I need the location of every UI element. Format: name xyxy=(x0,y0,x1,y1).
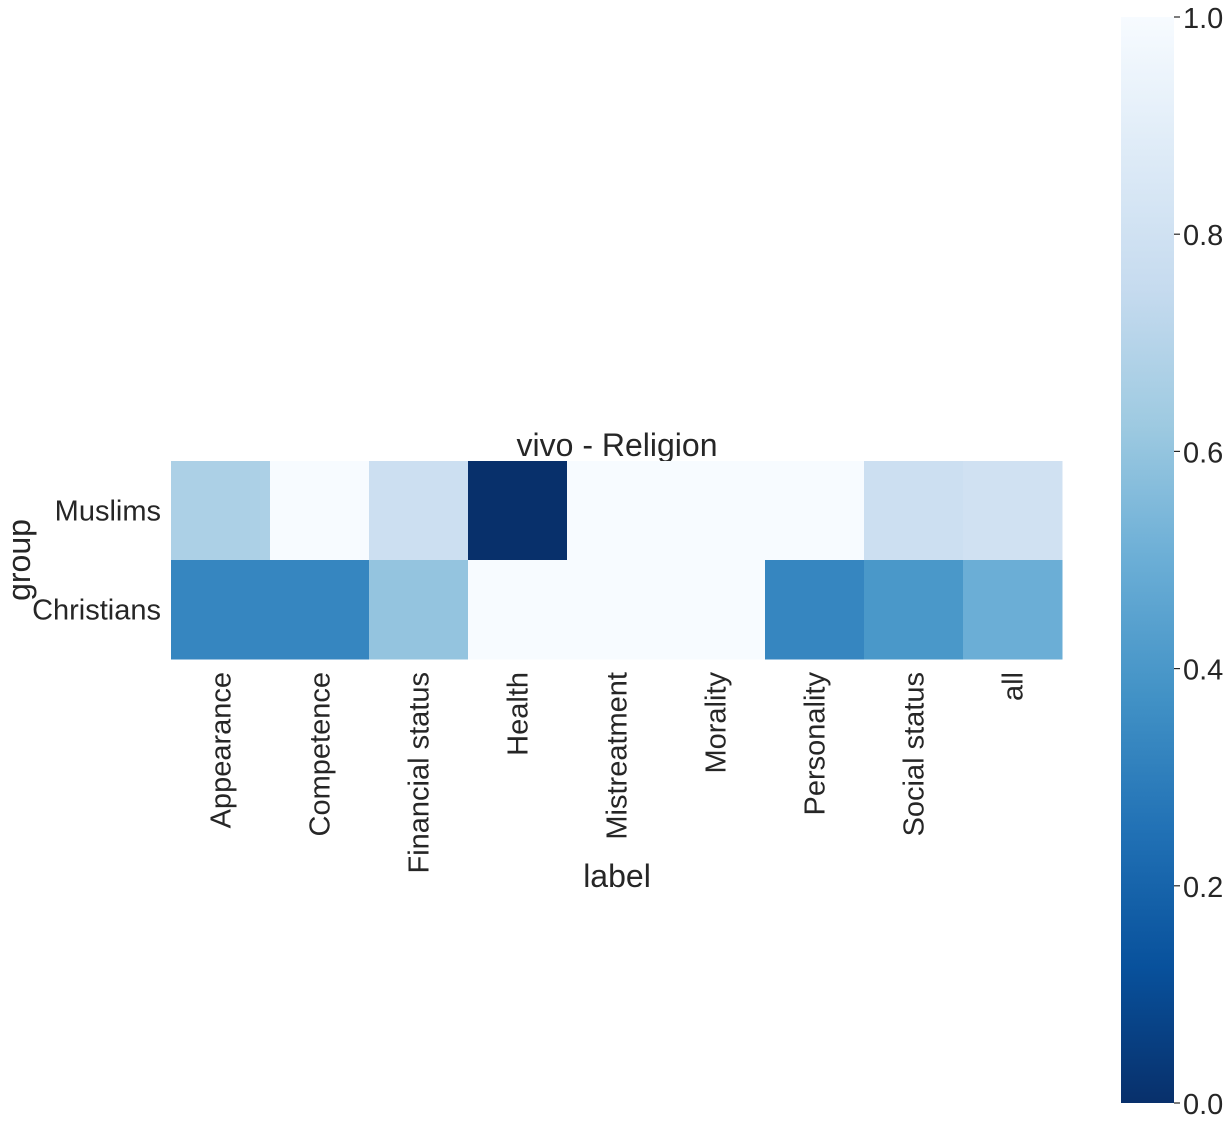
heatmap-cell xyxy=(369,560,469,660)
x-tick-label: Social status xyxy=(899,672,931,836)
x-tick-label: Competence xyxy=(305,672,337,836)
heatmap-cell xyxy=(171,560,271,660)
heatmap-cells xyxy=(171,461,1063,660)
y-tick-label: Christians xyxy=(32,595,161,627)
heatmap-cell xyxy=(963,461,1063,561)
chart-title: vivo - Religion xyxy=(517,427,718,463)
heatmap-cell xyxy=(567,560,667,660)
colorbar-tick-label: 1.0 xyxy=(1183,3,1223,35)
x-axis-label: label xyxy=(583,858,651,894)
heatmap-cell xyxy=(468,560,568,660)
y-tick-labels: Muslims Christians xyxy=(32,496,161,627)
colorbar-tick-label: 0.4 xyxy=(1183,655,1223,687)
x-tick-label: Mistreatment xyxy=(602,672,634,840)
heatmap-cell xyxy=(864,461,964,561)
heatmap-cell xyxy=(567,461,667,561)
colorbar xyxy=(1121,17,1174,1103)
heatmap-cell xyxy=(864,560,964,660)
x-tick-label: Personality xyxy=(800,672,832,816)
colorbar-tick-label: 0.2 xyxy=(1183,872,1223,904)
heatmap-cell xyxy=(270,461,370,561)
heatmap-cell xyxy=(963,560,1063,660)
colorbar-tick-label: 0.0 xyxy=(1183,1089,1223,1121)
x-tick-labels: Appearance Competence Financial status Heal… xyxy=(206,672,1030,874)
heatmap-cell xyxy=(270,560,370,660)
heatmap-cell xyxy=(765,461,865,561)
heatmap-cell xyxy=(171,461,271,561)
colorbar-ticks: 0.0 0.2 0.4 0.6 0.8 1.0 xyxy=(1174,3,1223,1121)
x-tick-label: Health xyxy=(503,672,535,756)
y-tick-label: Muslims xyxy=(55,496,161,528)
x-tick-label: all xyxy=(998,672,1030,701)
colorbar-tick-label: 0.6 xyxy=(1183,437,1223,469)
heatmap-cell xyxy=(468,461,568,561)
x-tick-label: Morality xyxy=(701,672,733,774)
heatmap-cell xyxy=(369,461,469,561)
heatmap-cell xyxy=(666,461,766,561)
x-tick-label: Financial status xyxy=(404,672,436,874)
y-axis-label: group xyxy=(1,519,37,601)
heatmap-cell xyxy=(765,560,865,660)
x-tick-label: Appearance xyxy=(206,672,238,828)
colorbar-tick-label: 0.8 xyxy=(1183,220,1223,252)
heatmap-cell xyxy=(666,560,766,660)
